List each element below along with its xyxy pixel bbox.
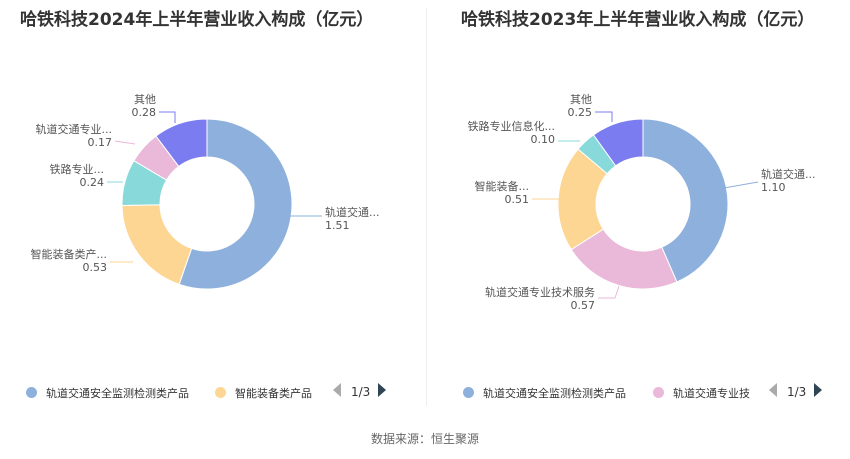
slice-name-label: 轨道交通专业技术服务 — [485, 285, 595, 299]
donut-slice[interactable] — [178, 118, 293, 290]
slice-name-label: 轨道交通... — [761, 167, 816, 181]
legend-label: 轨道交通专业技 — [673, 387, 750, 400]
legend-item[interactable]: 轨道交通专业技 — [653, 385, 750, 401]
chart-title: 哈铁科技2023年上半年营业收入构成（亿元） — [461, 10, 815, 30]
legend-item[interactable]: 轨道交通安全监测检测类产品 — [26, 385, 189, 401]
legend: 轨道交通安全监测检测类产品 轨道交通专业技 1/3 — [425, 383, 850, 403]
slice-value-label: 1.10 — [761, 181, 786, 194]
legend-prev-icon[interactable] — [769, 383, 777, 397]
legend-page-number: 1/3 — [787, 385, 807, 399]
slice-value-label: 0.53 — [83, 261, 108, 274]
legend-page-number: 1/3 — [351, 385, 371, 399]
donut-slice[interactable] — [155, 118, 208, 168]
legend: 轨道交通安全监测检测类产品 智能装备类产品 1/3 — [0, 383, 425, 403]
label-leader-line — [595, 111, 613, 122]
slice-name-label: 智能装备类产... — [31, 247, 108, 261]
slice-name-label: 铁路专业... — [50, 162, 105, 176]
legend-dot — [215, 387, 226, 398]
slice-name-label: 其他 — [570, 93, 592, 106]
donut-slice[interactable] — [592, 118, 644, 167]
legend-dot — [26, 387, 37, 398]
legend-label: 轨道交通安全监测检测类产品 — [46, 387, 189, 400]
slice-value-label: 0.57 — [571, 299, 596, 312]
donut-slice[interactable] — [642, 118, 729, 283]
legend-dot — [653, 387, 664, 398]
legend-dot — [463, 387, 474, 398]
chart-panel-2023: 哈铁科技2023年上半年营业收入构成（亿元） 轨道交通... 1.10 轨道交通专业… — [425, 0, 850, 410]
label-leader-line — [159, 111, 176, 123]
chart-panel-2024: 哈铁科技2024年上半年营业收入构成（亿元） 轨道交通... 1.51 智能装备类产… — [0, 0, 425, 410]
donut-chart: 轨道交通...1.51 智能装备类产...0.53 铁路专业...0.24 轨道交通专… — [31, 93, 380, 290]
legend-label: 轨道交通安全监测检测类产品 — [483, 387, 626, 400]
legend-next-icon[interactable] — [814, 383, 823, 397]
chart-title: 哈铁科技2024年上半年营业收入构成（亿元） — [20, 10, 374, 30]
legend-next-icon[interactable] — [378, 383, 387, 397]
legend-item[interactable]: 智能装备类产品 — [215, 385, 312, 401]
slice-value-label: 1.51 — [325, 219, 350, 232]
slice-value-label: 0.10 — [531, 133, 556, 146]
slice-name-label: 轨道交通专业... — [36, 122, 113, 136]
legend-prev-icon[interactable] — [333, 383, 341, 397]
legend-pager: 1/3 — [333, 383, 387, 399]
legend-item[interactable]: 轨道交通安全监测检测类产品 — [463, 385, 626, 401]
donut-slice[interactable] — [121, 204, 193, 285]
slice-name-label: 智能装备... — [475, 179, 530, 193]
label-leader-line — [723, 181, 759, 189]
slice-name-label: 铁路专业信息化... — [468, 119, 556, 133]
slice-name-label: 轨道交通... — [325, 205, 380, 219]
label-leader-line — [598, 285, 620, 299]
slice-name-label: 其他 — [134, 93, 156, 106]
slice-value-label: 0.51 — [505, 193, 530, 206]
slice-value-label: 0.28 — [132, 106, 157, 119]
legend-pager: 1/3 — [769, 383, 823, 399]
panel-divider — [426, 8, 427, 406]
slice-value-label: 0.17 — [88, 136, 113, 149]
slice-value-label: 0.24 — [80, 176, 105, 189]
data-source: 数据来源：恒生聚源 — [370, 432, 479, 446]
legend-label: 智能装备类产品 — [235, 387, 312, 400]
label-leader-line — [114, 140, 136, 145]
slice-value-label: 0.25 — [568, 106, 593, 119]
